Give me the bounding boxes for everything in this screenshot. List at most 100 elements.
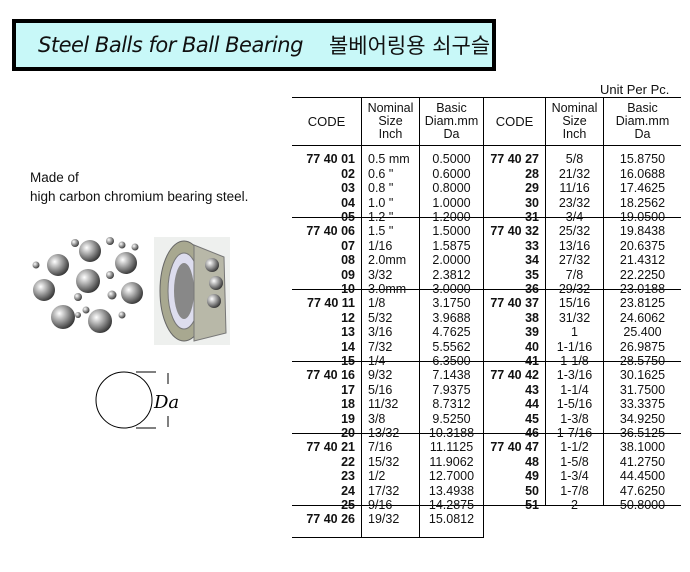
basic-diameter-cell: 23.0188 bbox=[619, 282, 666, 297]
nominal-size-cell: 1-5/8 bbox=[560, 454, 589, 469]
basic-diameter-cell: 10.3188 bbox=[428, 426, 475, 441]
basic-diameter-cell: 34.9250 bbox=[619, 411, 666, 426]
table-header: CODE Nominal Size Inch Basic Diam.mm Da bbox=[484, 98, 681, 146]
basic-diameter-cell: 2.3812 bbox=[432, 267, 471, 282]
nominal-size-cell: 17/32 bbox=[368, 483, 400, 498]
header-basic-line: Da bbox=[634, 127, 651, 141]
basic-diameter-cell: 19.0500 bbox=[619, 210, 666, 225]
steel-balls-image bbox=[32, 237, 143, 333]
code-cell: 13 bbox=[341, 325, 355, 340]
header-code: CODE bbox=[292, 98, 362, 145]
nominal-size-cell: 5/32 bbox=[368, 310, 393, 325]
code-cell: 77 40 37 bbox=[490, 296, 539, 310]
code-cell: 45 bbox=[525, 411, 539, 426]
code-cell: 39 bbox=[525, 325, 539, 340]
code-cell: 28 bbox=[525, 166, 539, 181]
basic-diameter-cell: 1.2000 bbox=[432, 210, 471, 225]
code-cell: 24 bbox=[341, 483, 355, 498]
material-line-1: Made of bbox=[30, 170, 79, 185]
code-cell: 77 40 42 bbox=[490, 368, 539, 382]
nominal-size-cell: 1-5/16 bbox=[556, 397, 593, 412]
code-cell: 22 bbox=[341, 454, 355, 469]
code-cell: 09 bbox=[341, 267, 355, 282]
code-cell: 03 bbox=[341, 181, 355, 196]
header-nominal-line: Size bbox=[378, 114, 403, 128]
code-cell: 08 bbox=[341, 253, 355, 268]
nominal-size-column: 1-1/2 1-5/8 1-3/4 1-7/8 2 bbox=[546, 434, 604, 512]
header-nominal: Nominal Size Inch bbox=[546, 98, 604, 145]
header-nominal-line: Inch bbox=[378, 127, 403, 141]
code-column: 77 40 16 17 18 19 20 bbox=[292, 362, 362, 440]
code-cell: 23 bbox=[341, 469, 355, 484]
code-cell: 30 bbox=[525, 195, 539, 210]
code-cell: 18 bbox=[341, 397, 355, 412]
table-group: 77 40 01 02 03 04 05 0.5 mm 0.6 " 0.8 " 1.0 " 1.2… bbox=[292, 146, 483, 224]
size-table-left: CODE Nominal Size Inch Basic Diam.mm Da 77 40 0… bbox=[292, 97, 484, 538]
header-nominal-line: Nominal bbox=[367, 101, 414, 115]
code-column: 77 40 06 07 08 09 10 bbox=[292, 218, 362, 296]
nominal-size-column: 19/32 bbox=[362, 506, 420, 537]
basic-diameter-cell: 14.2875 bbox=[428, 498, 475, 513]
basic-diameter-cell: 41.2750 bbox=[619, 454, 666, 469]
basic-diameter-cell: 20.6375 bbox=[619, 238, 666, 253]
nominal-size-column: 25/32 13/16 27/32 7/8 29/32 bbox=[546, 218, 604, 296]
nominal-size-column: 7/16 15/32 1/2 17/32 9/16 bbox=[362, 434, 420, 512]
header-basic: Basic Diam.mm Da bbox=[604, 98, 681, 145]
basic-diameter-cell: 17.4625 bbox=[619, 181, 666, 196]
code-cell: 34 bbox=[525, 253, 539, 268]
basic-diameter-cell: 44.4500 bbox=[619, 469, 666, 484]
code-column: 77 40 01 02 03 04 05 bbox=[292, 146, 362, 224]
table-group: 77 40 21 22 23 24 25 7/16 15/32 1/2 17/32 9/16 11.… bbox=[292, 434, 483, 512]
code-cell: 02 bbox=[341, 166, 355, 181]
title-korean: 볼베어링용 쇠구슬 bbox=[328, 34, 491, 58]
basic-diameter-cell: 16.0688 bbox=[619, 166, 666, 181]
basic-diameter-cell: 4.7625 bbox=[432, 325, 471, 340]
basic-diameter-cell: 5.5562 bbox=[432, 339, 471, 354]
code-column: 77 40 11 12 13 14 15 bbox=[292, 290, 362, 368]
nominal-size-cell: 1/2 bbox=[368, 469, 386, 484]
nominal-size-column: 9/32 5/16 11/32 3/8 13/32 bbox=[362, 362, 420, 440]
nominal-size-cell: 1-7/16 bbox=[556, 426, 593, 441]
code-cell: 19 bbox=[341, 411, 355, 426]
basic-diameter-cell: 31.7500 bbox=[619, 382, 666, 397]
basic-diameter-cell: 9.5250 bbox=[432, 411, 471, 426]
basic-diameter-cell: 47.6250 bbox=[619, 483, 666, 498]
nominal-size-cell: 3/8 bbox=[368, 411, 386, 426]
material-note: Made of high carbon chromium bearing ste… bbox=[30, 168, 248, 206]
nominal-size-cell: 3.0mm bbox=[368, 282, 407, 297]
code-cell: 77 40 06 bbox=[306, 224, 355, 238]
code-cell: 05 bbox=[341, 210, 355, 225]
code-cell: 77 40 47 bbox=[490, 440, 539, 454]
code-cell: 41 bbox=[525, 354, 539, 369]
nominal-size-cell: 31/32 bbox=[558, 310, 591, 325]
code-cell: 48 bbox=[525, 454, 539, 469]
nominal-size-cell: 23/32 bbox=[558, 195, 591, 210]
nominal-size-cell: 1-1/4 bbox=[560, 382, 589, 397]
basic-diameter-cell: 22.2250 bbox=[619, 267, 666, 282]
code-cell: 17 bbox=[341, 382, 355, 397]
basic-diameter-cell: 36.5125 bbox=[619, 426, 666, 441]
code-cell: 51 bbox=[525, 498, 539, 513]
code-cell: 77 40 27 bbox=[490, 152, 539, 166]
basic-diameter-cell: 7.9375 bbox=[432, 382, 471, 397]
code-column: 77 40 21 22 23 24 25 bbox=[292, 434, 362, 512]
nominal-size-cell: 0.6 " bbox=[368, 166, 394, 181]
nominal-size-cell: 1/16 bbox=[368, 238, 393, 253]
basic-diameter-column: 11.1125 11.9062 12.7000 13.4938 14.2875 bbox=[420, 440, 483, 512]
basic-diameter-cell: 1.0000 bbox=[432, 195, 471, 210]
code-column: 77 40 26 bbox=[292, 506, 362, 537]
code-column: 77 40 32 33 34 35 36 bbox=[484, 218, 546, 296]
basic-diameter-cell: 12.7000 bbox=[428, 469, 475, 484]
code-cell: 38 bbox=[525, 310, 539, 325]
table-group: 77 40 11 12 13 14 15 1/8 5/32 3/16 7/32 1/4 3.1750… bbox=[292, 290, 483, 368]
header-basic-line: Diam.mm bbox=[615, 114, 670, 128]
code-cell: 77 40 01 bbox=[306, 152, 355, 166]
nominal-size-cell: 29/32 bbox=[558, 282, 591, 297]
basic-diameter-column: 38.1000 41.2750 44.4500 47.6250 50.8000 bbox=[604, 440, 681, 512]
nominal-size-column: 15/16 31/32 1 1-1/16 1-1/8 bbox=[546, 290, 604, 368]
table-group: 77 40 16 17 18 19 20 9/32 5/16 11/32 3/8 13/32 7.1… bbox=[292, 362, 483, 440]
basic-diameter-cell: 38.1000 bbox=[619, 440, 666, 454]
nominal-size-cell: 7/32 bbox=[368, 339, 393, 354]
material-line-2: high carbon chromium bearing steel. bbox=[30, 189, 249, 204]
nominal-size-cell: 5/8 bbox=[565, 152, 584, 166]
